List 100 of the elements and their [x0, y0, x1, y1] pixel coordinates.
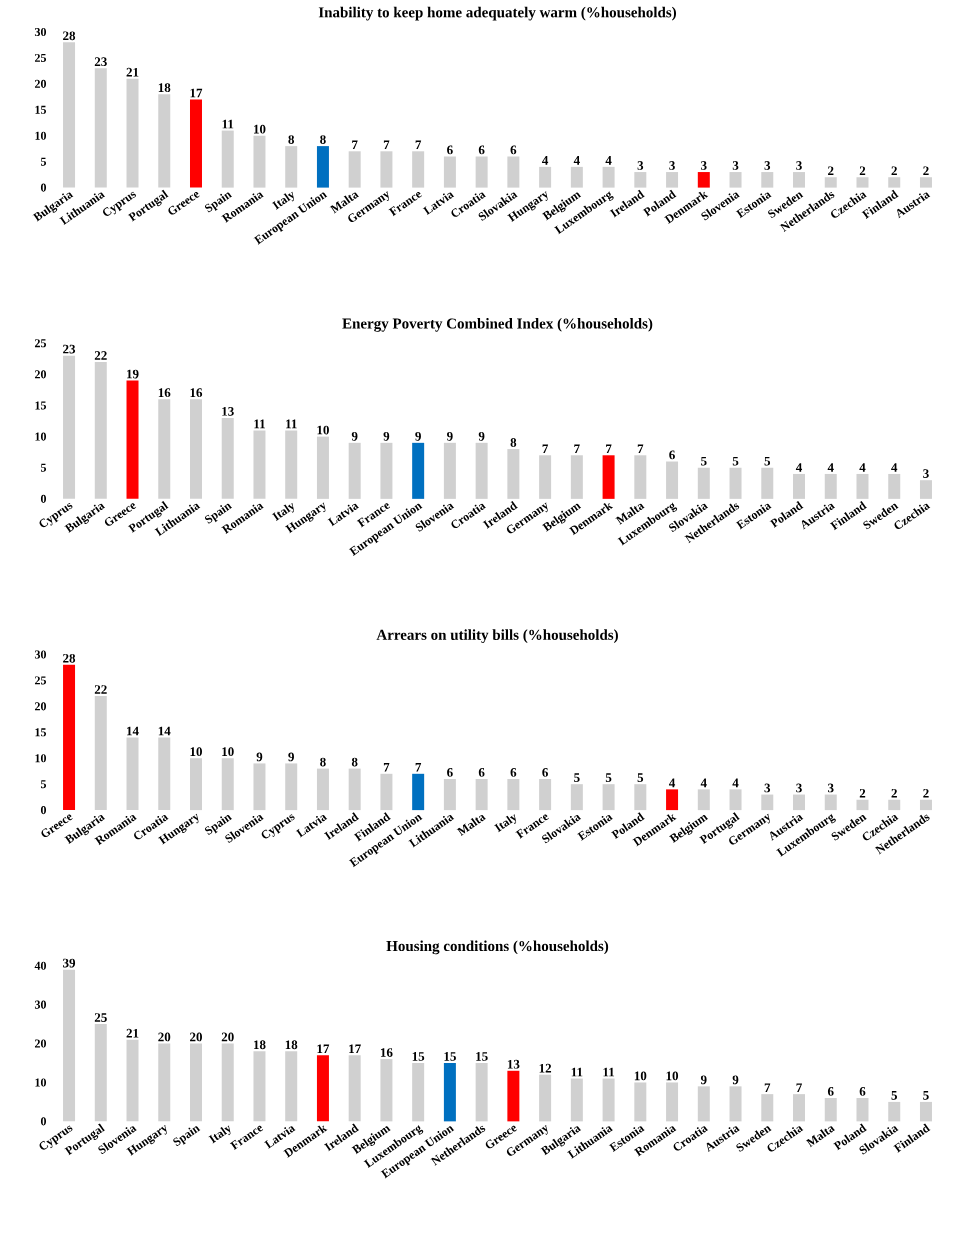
- bar: [729, 789, 742, 811]
- y-tick-label: 15: [35, 105, 47, 114]
- bar: [634, 455, 647, 499]
- data-label: 5: [605, 773, 612, 782]
- bar: [158, 737, 171, 811]
- data-label: 2: [828, 166, 834, 176]
- bar: [539, 1074, 552, 1122]
- bar: [63, 355, 76, 499]
- bar: [539, 166, 552, 188]
- bar: [221, 1043, 234, 1122]
- bar: [475, 442, 488, 499]
- bar: [761, 172, 774, 188]
- data-label: 11: [222, 119, 234, 129]
- data-label: 2: [859, 166, 866, 176]
- bar: [666, 789, 679, 811]
- bar: [856, 799, 869, 811]
- data-label: 3: [669, 161, 675, 170]
- y-tick-label: 25: [34, 676, 47, 685]
- data-label: 22: [94, 685, 107, 694]
- data-label: 5: [701, 456, 707, 466]
- bar: [412, 1063, 425, 1122]
- bar: [824, 177, 837, 188]
- data-label: 4: [732, 778, 739, 788]
- y-tick-label: 20: [34, 1039, 47, 1048]
- data-label: 28: [63, 653, 76, 663]
- chart-title: Inability to keep home adequately warm (%households): [318, 6, 677, 21]
- x-tick-label: Spain: [173, 1126, 201, 1147]
- bar: [793, 794, 806, 811]
- data-label: 9: [732, 1075, 739, 1085]
- bar: [189, 399, 202, 499]
- data-label: 7: [606, 444, 612, 454]
- data-label: 3: [637, 161, 644, 170]
- data-label: 20: [221, 1032, 234, 1042]
- bar: [761, 467, 774, 499]
- data-label: 6: [542, 768, 548, 777]
- data-label: 3: [764, 161, 771, 170]
- data-label: 21: [126, 67, 139, 77]
- bar: [507, 778, 520, 811]
- bar: [316, 146, 329, 188]
- data-label: 13: [507, 1059, 520, 1069]
- y-tick-label: 20: [34, 79, 47, 88]
- data-label: 6: [447, 145, 453, 155]
- y-tick-label: 15: [35, 401, 47, 410]
- data-label: 10: [634, 1071, 647, 1081]
- data-label: 21: [126, 1028, 139, 1038]
- bar: [412, 773, 425, 811]
- bar: [539, 778, 552, 811]
- data-label: 3: [796, 783, 802, 793]
- bar: [634, 172, 647, 188]
- data-label: 8: [288, 135, 295, 144]
- bar: [793, 172, 806, 188]
- bar: [507, 449, 520, 499]
- bar: [63, 42, 76, 188]
- data-label: 25: [94, 1013, 107, 1022]
- data-label: 3: [827, 783, 834, 793]
- data-label: 10: [317, 425, 329, 435]
- bar: [189, 758, 202, 811]
- x-tick-label: Italy: [208, 1125, 231, 1144]
- bar: [761, 1094, 774, 1122]
- data-label: 18: [158, 83, 171, 93]
- bar: [412, 442, 425, 499]
- data-label: 4: [859, 463, 866, 472]
- y-tick-label: 10: [35, 754, 47, 763]
- bar: [919, 1101, 932, 1122]
- data-label: 18: [254, 1040, 266, 1050]
- chart-title: Housing conditions (%households): [386, 940, 609, 955]
- data-label: 23: [63, 344, 76, 354]
- bar: [856, 177, 869, 188]
- bar: [602, 1078, 615, 1122]
- data-label: 19: [127, 369, 139, 379]
- data-label: 11: [286, 419, 297, 429]
- data-label: 17: [317, 1044, 330, 1054]
- bar: [634, 784, 647, 811]
- data-label: 7: [796, 1083, 802, 1092]
- bar: [158, 94, 171, 188]
- bar: [316, 436, 329, 499]
- data-label: 11: [603, 1067, 615, 1077]
- bar: [126, 1039, 139, 1122]
- data-label: 8: [320, 757, 326, 767]
- data-label: 6: [478, 145, 485, 155]
- bar: [443, 442, 456, 499]
- bar: [63, 969, 76, 1122]
- data-label: 9: [415, 431, 421, 441]
- bar: [697, 467, 710, 499]
- data-label: 7: [415, 140, 422, 150]
- data-label: 17: [349, 1044, 361, 1054]
- bar: [888, 1101, 901, 1122]
- bar: [158, 1043, 171, 1122]
- data-label: 22: [94, 351, 107, 360]
- bar: [824, 473, 837, 499]
- data-label: 5: [732, 456, 739, 466]
- data-label: 8: [510, 438, 517, 447]
- data-label: 6: [510, 145, 517, 155]
- data-label: 5: [891, 1091, 898, 1100]
- data-label: 7: [383, 763, 390, 772]
- bar: [253, 1051, 266, 1122]
- bar: [126, 78, 139, 188]
- data-label: 2: [859, 788, 866, 798]
- data-label: 14: [127, 726, 139, 736]
- data-label: 28: [63, 31, 76, 41]
